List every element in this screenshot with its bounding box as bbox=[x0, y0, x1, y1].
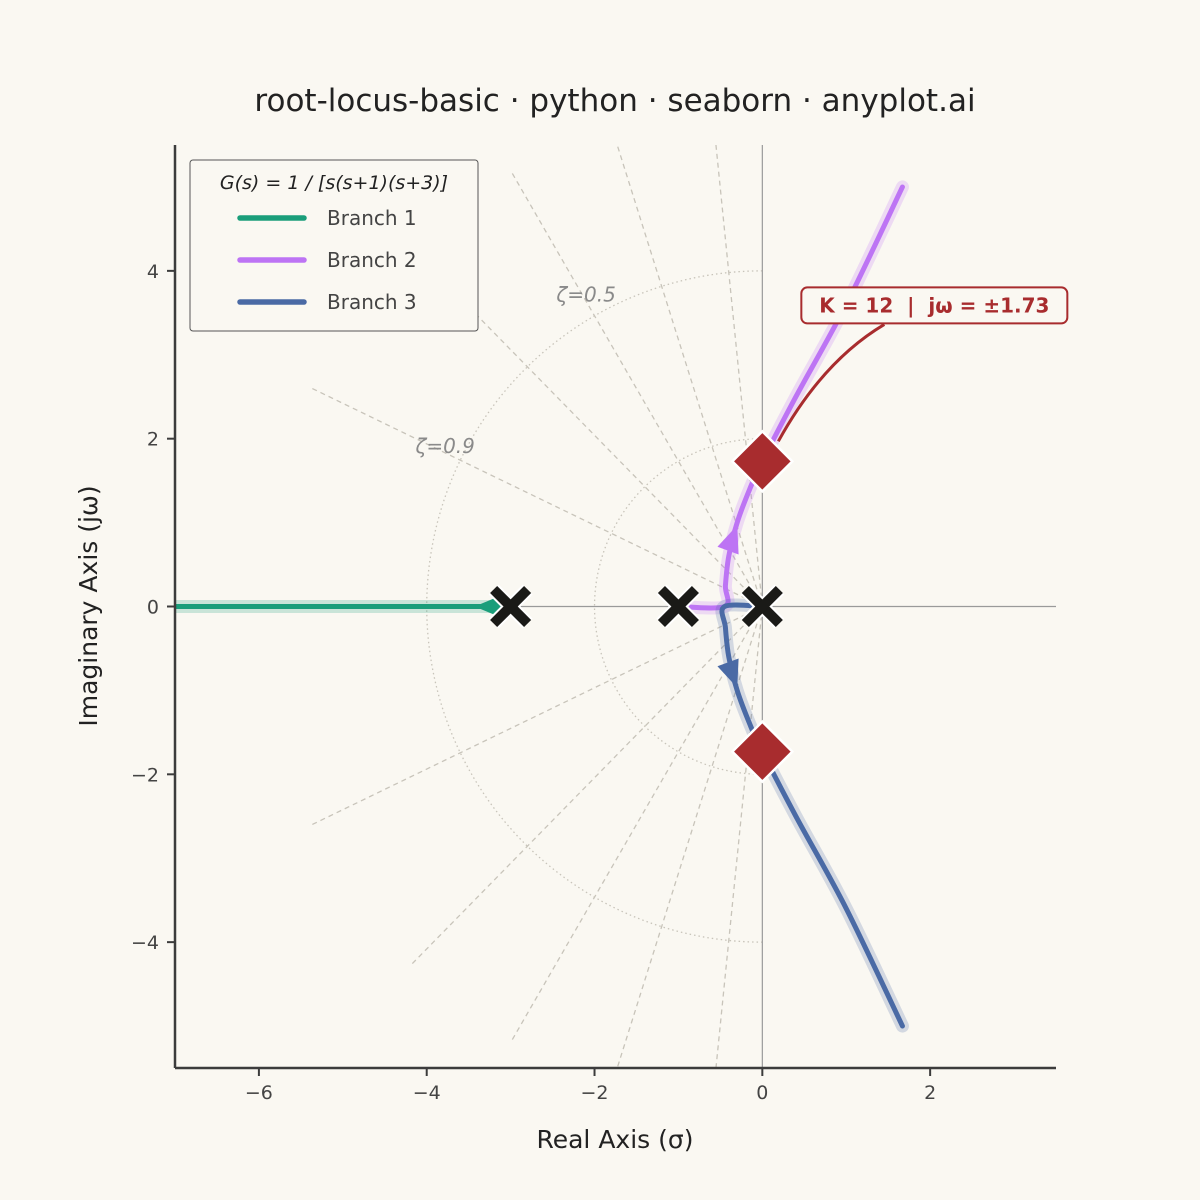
branch-1-arrow bbox=[474, 595, 502, 618]
open-loop-pole-3 bbox=[488, 584, 533, 629]
open-loop-pole-2 bbox=[656, 584, 701, 629]
x-tick-label: −6 bbox=[245, 1082, 273, 1104]
x-tick-label: 2 bbox=[924, 1082, 936, 1104]
damping-line-0.7-upper bbox=[409, 246, 763, 607]
imag-axis-crossing-1 bbox=[730, 429, 795, 494]
damping-line-0.1-upper bbox=[715, 145, 763, 607]
damping-label: ζ=0.5 bbox=[555, 282, 615, 306]
damping-line-0.9-lower bbox=[308, 605, 763, 827]
y-tick-label: 2 bbox=[147, 429, 159, 451]
legend-label-branch-3: Branch 3 bbox=[327, 290, 417, 314]
y-tick-label: −4 bbox=[131, 932, 159, 954]
y-tick-label: −2 bbox=[131, 764, 159, 786]
x-axis-label: Real Axis (σ) bbox=[536, 1125, 693, 1154]
open-loop-pole-1 bbox=[740, 584, 785, 629]
pole-cross-stroke bbox=[657, 585, 699, 628]
chart-title: root-locus-basic · python · seaborn · an… bbox=[254, 83, 975, 119]
legend: G(s) = 1 / [s(s+1)(s+3)] Branch 1 Branch … bbox=[189, 159, 479, 332]
y-axis-label: Imaginary Axis (jω) bbox=[74, 485, 103, 726]
imag-axis-crossing-2 bbox=[730, 719, 795, 784]
pole-cross-stroke bbox=[490, 585, 532, 628]
pole-cross-stroke bbox=[741, 585, 783, 628]
damping-line-0.5-lower bbox=[510, 606, 763, 1043]
x-tick-label: −4 bbox=[413, 1082, 441, 1104]
damping-line-0.7-lower bbox=[409, 606, 763, 967]
damping-line-0.9-upper bbox=[308, 386, 763, 608]
annotation-label: K = 12 | jω = ±1.73 bbox=[819, 293, 1049, 317]
legend-label-branch-2: Branch 2 bbox=[327, 248, 417, 272]
damping-line-0.5-upper bbox=[510, 170, 763, 607]
annotation-arrow bbox=[777, 323, 886, 443]
y-tick-label: 0 bbox=[147, 597, 159, 619]
branch-3-arrow bbox=[717, 658, 739, 688]
legend-label-branch-1: Branch 1 bbox=[327, 206, 417, 230]
damping-line-0.1-lower bbox=[715, 606, 763, 1068]
y-tick-label: 4 bbox=[147, 261, 159, 283]
legend-box bbox=[189, 159, 479, 332]
x-tick-label: 0 bbox=[756, 1082, 768, 1104]
legend-title: G(s) = 1 / [s(s+1)(s+3)] bbox=[220, 172, 448, 194]
annotation-box bbox=[800, 286, 1069, 325]
damping-label: ζ=0.9 bbox=[414, 434, 474, 458]
branch-3-line bbox=[719, 602, 905, 1029]
branch-2-arrow bbox=[717, 525, 739, 555]
x-tick-label: −2 bbox=[581, 1082, 609, 1104]
wn-circle-2 bbox=[593, 438, 763, 775]
